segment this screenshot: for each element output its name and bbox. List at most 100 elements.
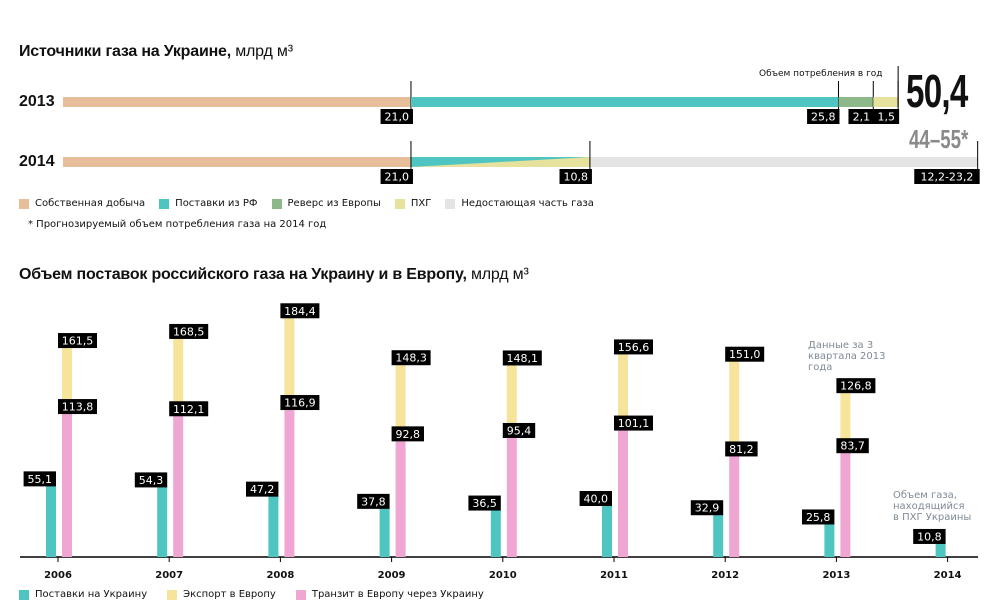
label-transit: 116,9 [280, 395, 320, 411]
label-export-box [725, 346, 765, 362]
label-transit-box [58, 399, 97, 415]
label-transit: 101,1 [614, 415, 653, 431]
total-2013: 50,4 [906, 65, 968, 117]
bar-ukraine [157, 486, 168, 557]
value-label-2014-text: 10,8 [563, 171, 588, 184]
legend-swatch [445, 198, 456, 209]
value-label-2014-box [559, 169, 592, 184]
legend-label: Поставки из РФ [175, 198, 258, 209]
label-transit-text: 81,2 [729, 443, 754, 456]
legend-item: ПХГ [394, 198, 431, 209]
bar-transit [173, 411, 184, 557]
x-tick-label: 2009 [378, 570, 406, 581]
x-tick-label: 2006 [44, 570, 72, 581]
label-transit-text: 113,8 [62, 401, 94, 414]
legend-item: Экспорт в Европу [167, 589, 276, 600]
label-transit: 81,2 [725, 441, 758, 457]
label-export-text: 168,5 [173, 325, 205, 338]
annotation-2013: Данные за 3 квартала 2013 года [808, 340, 886, 373]
legend-item: Реверс из Европы [271, 198, 381, 209]
bar-ukraine [935, 542, 946, 557]
label-export-text: 151,0 [729, 348, 761, 361]
bar-transit [395, 436, 406, 557]
legend-label: Недостающая часть газа [461, 198, 594, 209]
value-label-2013-text: 2,1 [853, 111, 871, 124]
label-transit-text: 95,4 [507, 424, 532, 437]
legend-item: Поставки на Украину [19, 589, 147, 600]
label-ukraine-box [468, 495, 501, 511]
label-transit: 113,8 [58, 399, 97, 415]
bar-export [840, 392, 851, 449]
label-export-box [502, 350, 542, 366]
value-label-2013: 2,1 [848, 109, 875, 124]
bar-ukraine [379, 507, 390, 557]
label-export-text: 148,1 [507, 352, 539, 365]
legend-label: Транзит в Европу через Украину [311, 589, 484, 600]
label-export-text: 156,6 [618, 341, 650, 354]
label-export: 168,5 [169, 323, 209, 339]
value-label-2014: 21,0 [380, 169, 413, 184]
label-transit-box [614, 415, 653, 431]
label-ukraine-text: 10,8 [917, 530, 942, 543]
label-transit-box [169, 401, 209, 417]
x-tick-label: 2014 [934, 570, 962, 581]
legend-item: Недостающая часть газа [445, 198, 594, 209]
label-ukraine-box [690, 500, 724, 516]
label-ukraine-text: 25,8 [806, 511, 831, 524]
value-label-2013-box [848, 109, 875, 124]
bar-segment-2013 [63, 97, 411, 107]
label-ukraine-box [134, 472, 168, 488]
legend-swatch [19, 589, 29, 600]
value-label-2013-text: 21,0 [385, 111, 410, 124]
label-ukraine: 25,8 [802, 509, 835, 525]
label-ukraine-text: 55,1 [28, 473, 53, 486]
legend-label: Экспорт в Европу [183, 589, 276, 600]
legend-label: Собственная добыча [35, 198, 146, 209]
bar-segment-2014-missing [410, 157, 978, 167]
bar-segment-2013 [838, 97, 874, 107]
value-label-2013: 25,8 [807, 109, 840, 124]
bar-segment-2013 [873, 97, 899, 107]
label-transit-text: 92,8 [396, 428, 421, 441]
legend-swatch [167, 589, 178, 600]
label-ukraine: 36,5 [468, 495, 501, 511]
bar-transit [840, 448, 851, 557]
x-tick-label: 2008 [266, 570, 294, 581]
value-label-2014-box [380, 169, 413, 184]
label-ukraine: 32,9 [690, 500, 724, 516]
chart2-title: Объем поставок российского газа на Украи… [19, 266, 529, 283]
label-ukraine: 10,8 [913, 528, 946, 544]
label-transit-text: 101,1 [618, 417, 650, 430]
label-transit-box [725, 441, 758, 457]
label-export-text: 148,3 [395, 352, 427, 365]
bar-ukraine [713, 514, 724, 557]
bar-segment-2014 [63, 157, 411, 167]
label-ukraine-text: 37,8 [361, 495, 386, 508]
label-transit-box [502, 422, 536, 438]
label-export: 126,8 [836, 378, 876, 394]
label-export: 148,3 [391, 350, 431, 366]
label-ukraine-text: 32,9 [695, 502, 720, 515]
x-tick-label: 2012 [711, 570, 739, 581]
x-tick-label: 2013 [822, 570, 850, 581]
bar-ukraine [824, 523, 835, 557]
legend-swatch [295, 589, 306, 600]
row-year-2013: 2013 [19, 93, 55, 110]
label-export: 161,5 [58, 333, 97, 349]
legend-label: Поставки на Украину [35, 589, 148, 600]
label-ukraine-text: 47,2 [250, 483, 275, 496]
bar-export [62, 347, 72, 410]
row-year-2014: 2014 [19, 153, 55, 170]
value-label-2014-text: 12,2-23,2 [920, 171, 973, 184]
label-export-box [614, 339, 653, 355]
label-ukraine-box [357, 493, 390, 509]
label-ukraine: 54,3 [134, 472, 168, 488]
label-transit: 83,7 [836, 438, 869, 454]
legend-swatch [19, 198, 29, 209]
label-transit-box [280, 395, 320, 411]
bar-transit [284, 405, 295, 557]
label-ukraine-box [23, 471, 57, 487]
footnote: * Прогнозируемый объем потребления газа … [28, 219, 327, 230]
total-2014: 44–55* [909, 124, 969, 154]
